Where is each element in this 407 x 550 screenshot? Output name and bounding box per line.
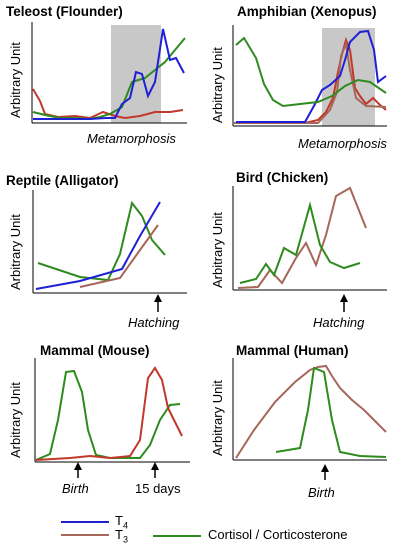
cortisol-series bbox=[235, 36, 387, 108]
panel-title: Mammal (Mouse) bbox=[40, 343, 150, 358]
panel-title: Reptile (Alligator) bbox=[6, 173, 119, 188]
annotation-2: 15 days bbox=[135, 481, 181, 496]
arrow-head-15days bbox=[151, 462, 159, 470]
panel-title: Teleost (Flounder) bbox=[6, 4, 123, 19]
annotation: Metamorphosis bbox=[298, 136, 387, 151]
legend-t4-swatch bbox=[61, 521, 109, 523]
t4-series bbox=[35, 201, 161, 290]
t3-series bbox=[35, 366, 183, 461]
t3-series bbox=[235, 364, 387, 459]
annotation: Birth bbox=[308, 485, 335, 500]
annotation: Hatching bbox=[313, 315, 365, 330]
t3-series bbox=[237, 186, 367, 289]
t4-series bbox=[33, 28, 185, 120]
legend-t3-label: T3 bbox=[115, 527, 128, 545]
cortisol-series bbox=[35, 369, 181, 461]
arrow-head bbox=[154, 294, 162, 302]
panel-title: Amphibian (Xenopus) bbox=[237, 4, 377, 19]
legend-t3-swatch bbox=[61, 534, 109, 536]
cortisol-series bbox=[275, 366, 387, 458]
legend-cortisol-label: Cortisol / Corticosterone bbox=[208, 527, 348, 542]
legend-cortisol-swatch bbox=[153, 535, 201, 537]
legend-t4-label: T4 bbox=[115, 513, 128, 531]
annotation: Birth bbox=[62, 481, 89, 496]
annotation: Hatching bbox=[128, 315, 180, 330]
arrow-head bbox=[321, 464, 329, 472]
arrow-head-birth bbox=[74, 462, 82, 470]
panel-title: Bird (Chicken) bbox=[236, 170, 329, 185]
cortisol-series bbox=[239, 201, 361, 284]
panel-title: Mammal (Human) bbox=[236, 343, 349, 358]
t4-series bbox=[236, 29, 387, 123]
t3-series bbox=[79, 224, 159, 288]
annotation: Metamorphosis bbox=[87, 131, 176, 146]
arrow-head bbox=[340, 294, 348, 302]
